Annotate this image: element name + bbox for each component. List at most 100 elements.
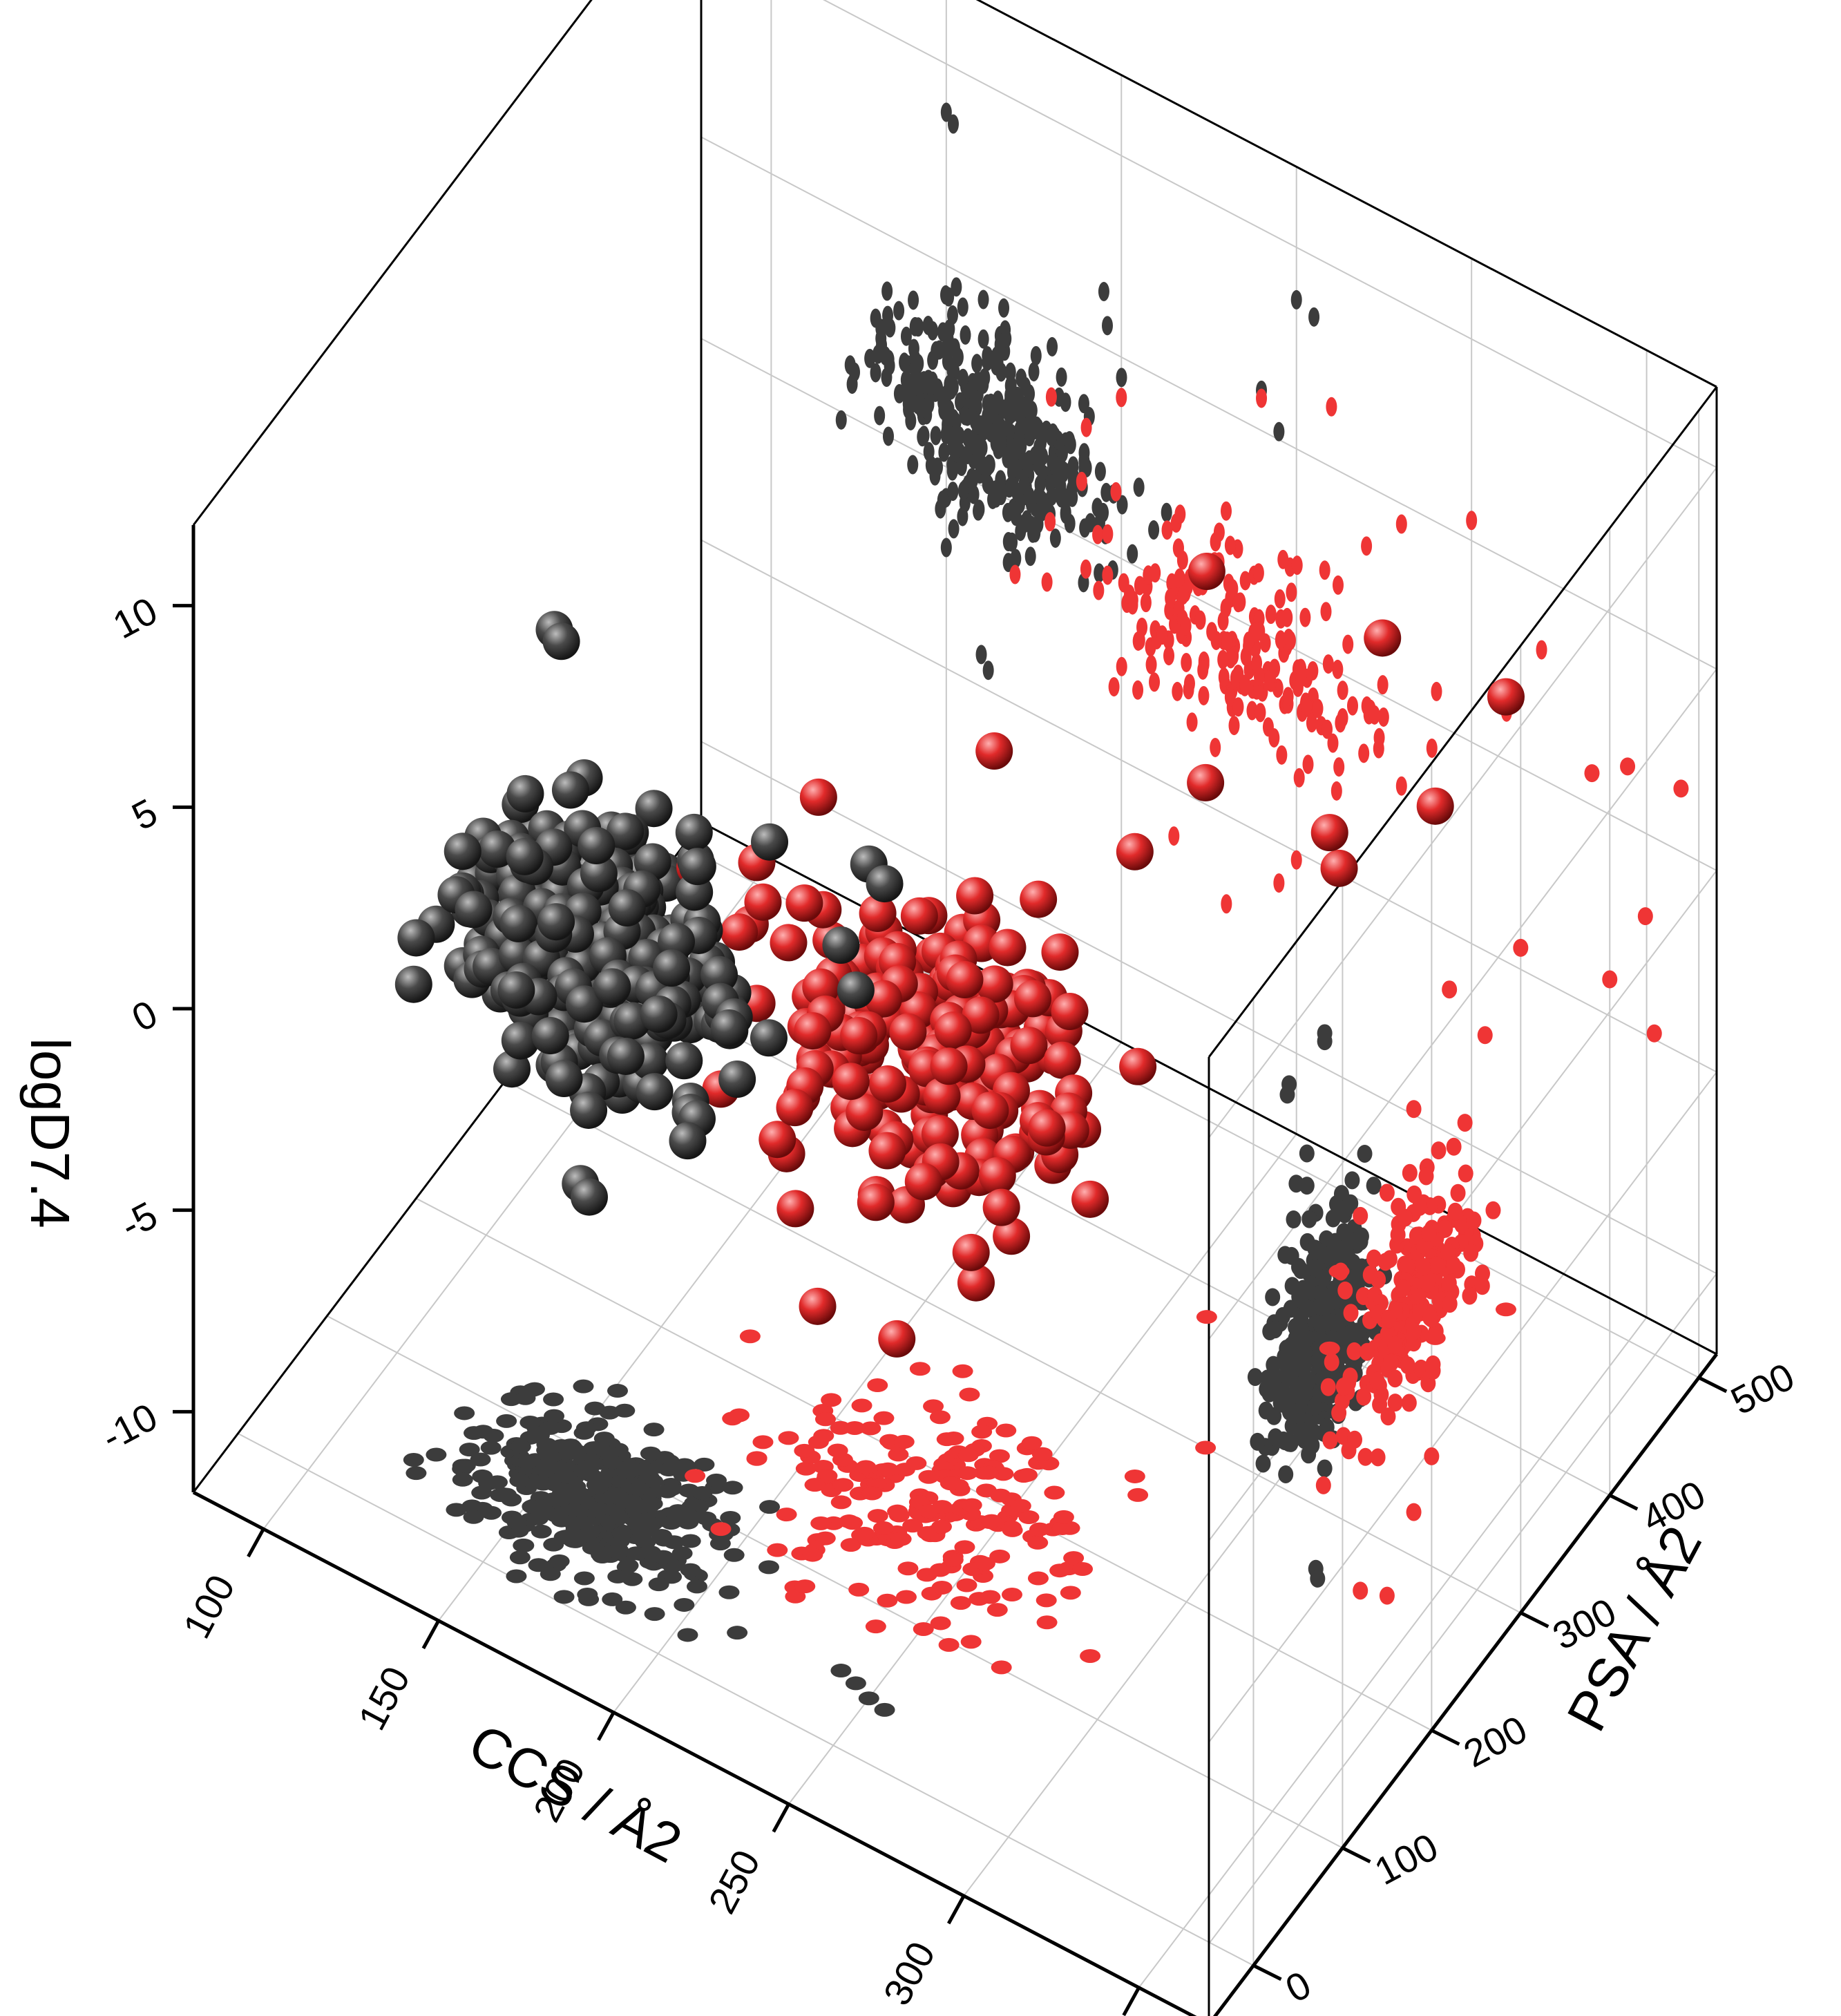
floor-projection-point bbox=[1021, 1436, 1042, 1450]
floor-projection-point bbox=[1029, 1522, 1051, 1537]
frame-edge bbox=[192, 0, 593, 526]
x-axis-tick bbox=[247, 1528, 265, 1558]
floor-projection-point bbox=[1072, 1562, 1094, 1577]
floor-projection-point bbox=[486, 1475, 508, 1490]
floor-grid-line bbox=[326, 1315, 1343, 1849]
left-wall-projection-point bbox=[1024, 546, 1036, 567]
left-wall-projection-point bbox=[1076, 471, 1087, 491]
y-axis-tick bbox=[1431, 1729, 1460, 1746]
back-wall-projection-point bbox=[1400, 1257, 1415, 1276]
left-wall-projection-point bbox=[1012, 389, 1024, 409]
floor-projection-point bbox=[855, 1460, 877, 1474]
left-wall-projection-point bbox=[1034, 475, 1046, 495]
data-point-dark bbox=[593, 968, 631, 1006]
floor-projection-point bbox=[496, 1414, 517, 1428]
back-wall-projection-point bbox=[1362, 1266, 1378, 1284]
floor-projection-point bbox=[446, 1503, 467, 1517]
floor-projection-point bbox=[680, 1534, 701, 1548]
floor-projection-point bbox=[463, 1510, 484, 1524]
frame-edge bbox=[1208, 386, 1718, 1058]
floor-projection-point bbox=[840, 1538, 861, 1552]
left-wall-projection-point bbox=[1358, 743, 1370, 763]
back-wall-projection-point bbox=[1424, 1447, 1440, 1465]
floor-projection-point bbox=[854, 1526, 875, 1541]
floor-projection-point bbox=[804, 1478, 826, 1492]
floor-projection-point bbox=[607, 1545, 629, 1559]
back-wall-projection-point bbox=[1446, 1137, 1462, 1156]
left-wall-projection-point bbox=[1186, 712, 1198, 732]
back-wall-projection-point bbox=[1347, 1430, 1363, 1449]
back-wall-projection-point bbox=[1346, 1342, 1362, 1360]
back-wall-projection-point bbox=[1320, 1378, 1336, 1396]
floor-projection-point bbox=[887, 1504, 908, 1519]
left-wall-projection-point bbox=[1277, 549, 1289, 569]
left-wall-projection-point bbox=[944, 426, 955, 446]
back-wall-projection-point bbox=[1406, 1503, 1422, 1521]
left-wall-projection-point bbox=[1094, 563, 1105, 583]
back-wall-projection-point bbox=[1317, 1032, 1333, 1051]
floor-projection-point bbox=[895, 1590, 917, 1604]
left-wall-projection-point bbox=[1251, 653, 1263, 673]
left-wall-projection-point bbox=[1197, 660, 1209, 680]
left-wall-projection-point bbox=[1163, 646, 1175, 666]
back-wall-projection-point bbox=[1336, 1244, 1352, 1262]
left-wall-projection-point bbox=[1337, 707, 1348, 728]
left-wall-projection-point bbox=[1217, 649, 1229, 669]
left-wall-projection-point bbox=[972, 371, 984, 391]
back-wall-projection-point bbox=[1357, 1447, 1373, 1466]
left-wall-projection-point bbox=[1255, 703, 1266, 723]
floor-projection-point bbox=[977, 1465, 999, 1480]
left-wall-projection-point bbox=[1426, 738, 1438, 758]
data-point-dark bbox=[640, 995, 678, 1033]
floor-projection-point bbox=[939, 1476, 961, 1491]
left-wall-projection-point bbox=[953, 426, 965, 446]
left-wall-projection-point bbox=[1165, 588, 1176, 608]
left-wall-projection-point bbox=[835, 410, 847, 430]
data-point-red bbox=[857, 1183, 895, 1221]
floor-projection-point bbox=[821, 1393, 842, 1407]
back-wall-projection-point bbox=[1474, 1277, 1490, 1295]
floor-projection-point bbox=[622, 1572, 643, 1586]
back-wall-projection-point bbox=[1421, 1224, 1437, 1242]
left-wall-projection-point bbox=[1148, 520, 1160, 540]
left-wall-projection-point bbox=[1466, 511, 1478, 531]
floor-projection-point bbox=[644, 1607, 665, 1622]
left-wall-projection-point bbox=[1025, 493, 1037, 513]
data-point-red bbox=[904, 1163, 942, 1201]
left-wall-projection-point bbox=[1284, 630, 1296, 650]
floor-projection-point bbox=[607, 1384, 628, 1398]
back-wall-projection-point bbox=[1457, 1114, 1473, 1132]
left-wall-projection-point bbox=[1056, 367, 1067, 387]
back-wall-projection-point bbox=[1646, 1024, 1662, 1043]
floor-projection-point bbox=[471, 1485, 493, 1500]
left-wall-projection-point bbox=[1161, 520, 1173, 540]
floor-projection-point bbox=[981, 1514, 1002, 1528]
floor-projection-point bbox=[1010, 1499, 1031, 1513]
back-wall-projection-point bbox=[1288, 1329, 1304, 1348]
x-tick-label: 250 bbox=[700, 1843, 768, 1920]
left-wall-projection-point bbox=[1067, 487, 1078, 507]
data-point-dark bbox=[636, 1073, 674, 1111]
z-tick-label: -5 bbox=[113, 1193, 164, 1248]
floor-projection-point bbox=[794, 1579, 816, 1594]
floor-projection-point bbox=[640, 1447, 662, 1461]
floor-projection-point bbox=[660, 1516, 682, 1530]
left-wall-projection-point bbox=[1018, 475, 1030, 495]
data-point-red bbox=[794, 1012, 832, 1050]
floor-projection-point bbox=[403, 1453, 424, 1467]
back-wall-projection-point bbox=[1265, 1288, 1281, 1306]
left-wall-projection-point bbox=[1183, 680, 1194, 700]
left-wall-projection-point bbox=[1282, 687, 1294, 707]
floor-projection-point bbox=[543, 1537, 564, 1552]
left-wall-projection-point bbox=[1132, 680, 1144, 700]
point-layer bbox=[394, 553, 1525, 1358]
floor-projection-point bbox=[1319, 1341, 1340, 1356]
back-wall-projection-point bbox=[1402, 1163, 1418, 1182]
back-wall-projection-point bbox=[1277, 1246, 1293, 1264]
back-wall-projection-point bbox=[1320, 1313, 1336, 1331]
left-wall-projection-point bbox=[995, 470, 1007, 490]
floor-projection-point bbox=[785, 1589, 806, 1604]
y-axis-line bbox=[1212, 1353, 1718, 2016]
left-wall-grid-line bbox=[700, 539, 1717, 1073]
floor-grid-line bbox=[238, 1433, 1254, 1966]
